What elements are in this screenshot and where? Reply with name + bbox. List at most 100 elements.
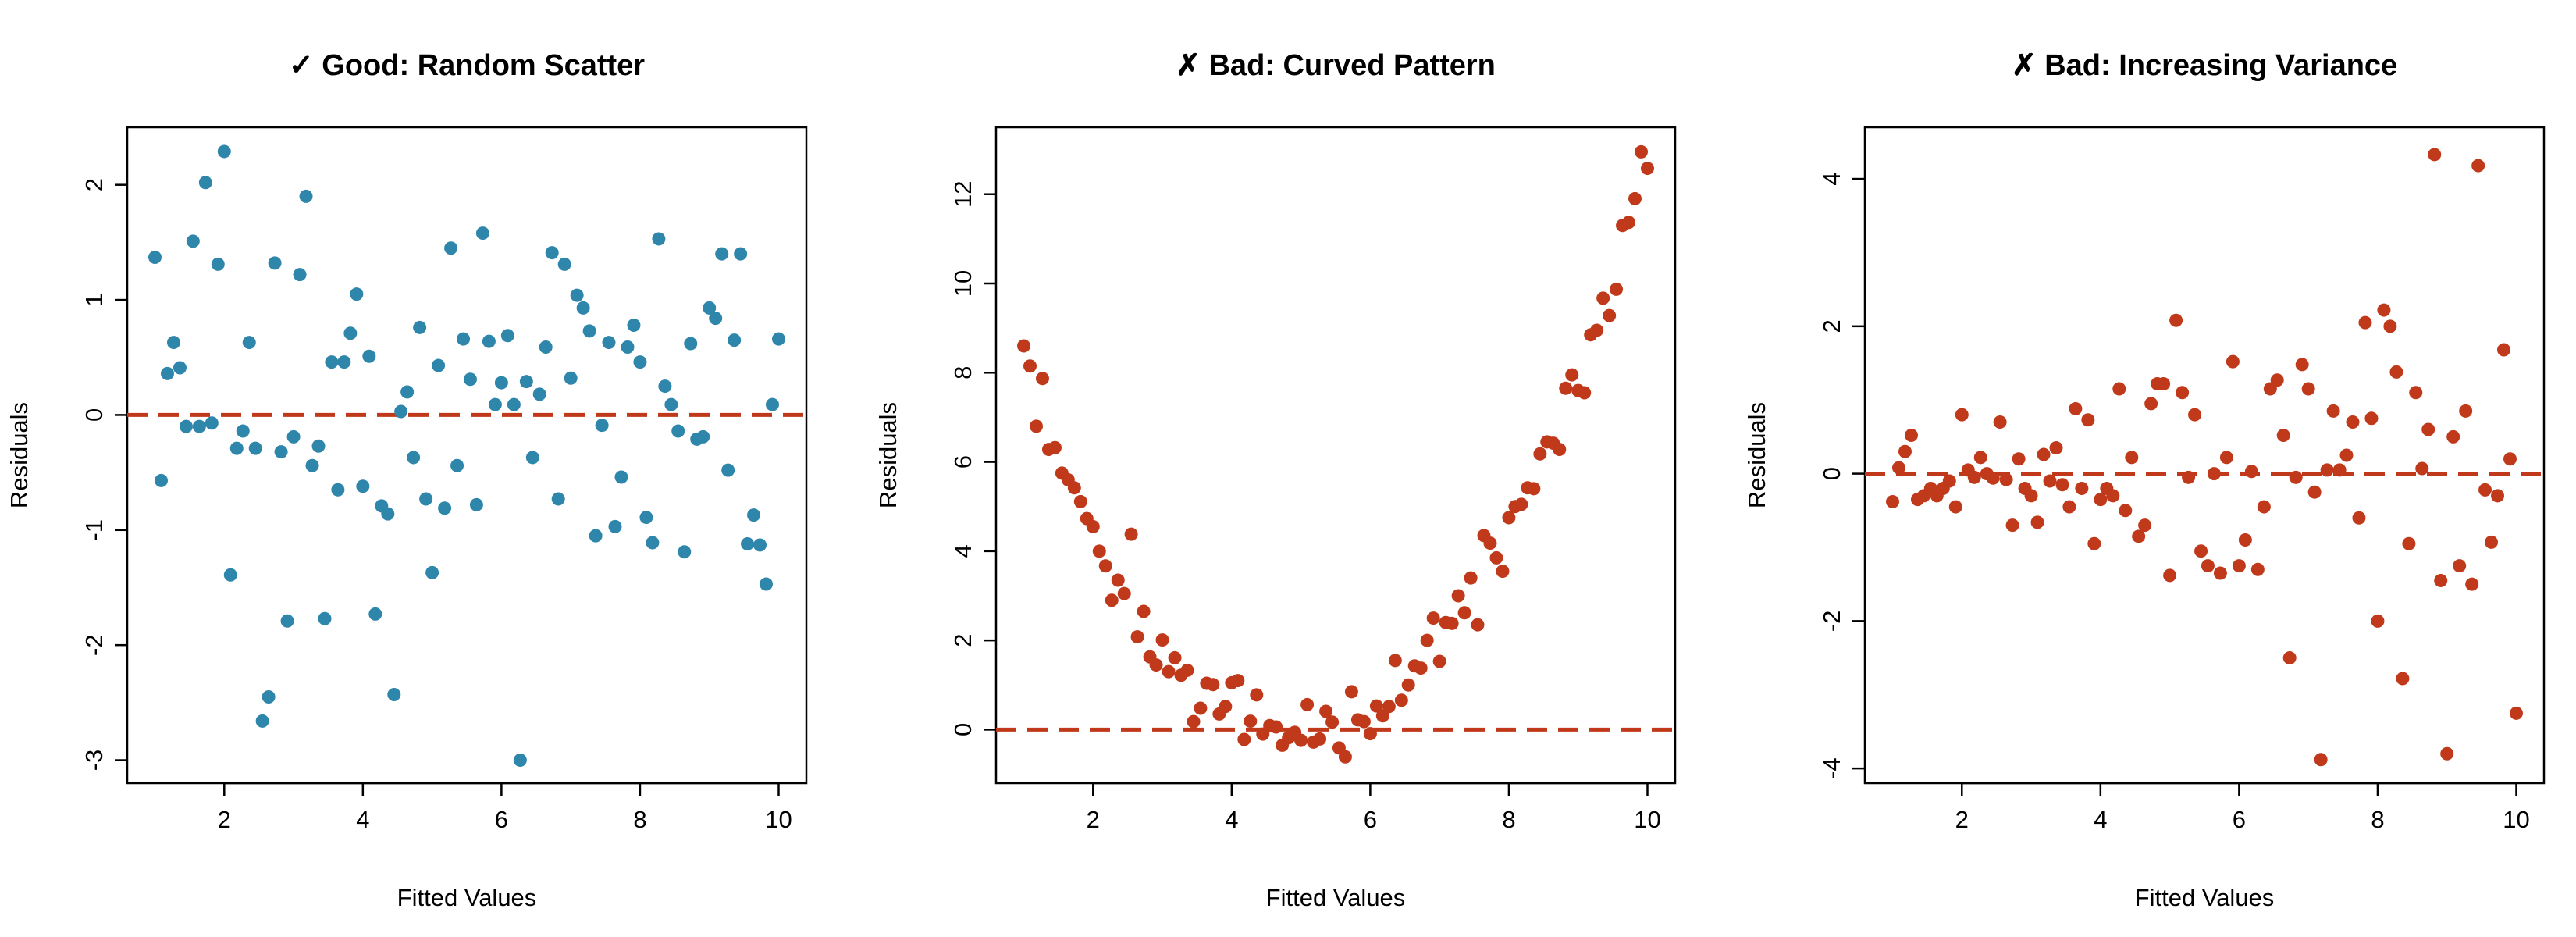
data-point — [513, 754, 527, 768]
data-point — [2106, 489, 2120, 503]
data-point — [482, 334, 496, 348]
data-point — [1483, 536, 1497, 550]
y-tick-label: 10 — [949, 270, 977, 297]
data-point — [709, 312, 723, 326]
data-point — [2428, 148, 2442, 162]
data-point — [582, 324, 596, 338]
y-tick-label: 2 — [1818, 319, 1845, 333]
data-point — [1219, 700, 1233, 714]
data-point — [507, 397, 521, 411]
data-point — [2383, 319, 2397, 333]
data-points — [1017, 144, 1654, 764]
x-axis-ticks: 2 4 6 8 10 — [218, 782, 792, 833]
data-point — [741, 536, 755, 550]
data-point — [564, 371, 578, 385]
data-point — [2503, 452, 2517, 466]
data-point — [229, 441, 244, 455]
data-point — [1457, 606, 1471, 620]
x-axis-ticks: 2 4 6 8 10 — [1955, 782, 2530, 833]
data-point — [311, 439, 326, 453]
data-point — [1553, 443, 1567, 457]
data-point — [1955, 408, 1969, 422]
data-point — [1194, 701, 1208, 715]
data-point — [532, 387, 546, 401]
data-point — [268, 256, 282, 270]
data-point — [475, 226, 489, 240]
data-point — [2176, 386, 2190, 400]
data-point — [696, 429, 710, 444]
data-point — [1344, 685, 1358, 699]
data-point — [1369, 699, 1383, 713]
data-point — [646, 536, 660, 550]
data-point — [1187, 714, 1201, 729]
data-point — [1244, 714, 1258, 729]
data-point — [678, 545, 692, 559]
data-point — [438, 501, 452, 515]
data-point — [2396, 672, 2410, 686]
data-point — [2112, 382, 2126, 396]
data-point — [1999, 472, 2013, 486]
data-point — [2169, 313, 2183, 327]
x-axis-ticks: 2 4 6 8 10 — [1087, 782, 1661, 833]
y-tick-label: 12 — [949, 180, 977, 207]
y-tick-label: -4 — [1818, 757, 1845, 779]
data-point — [734, 247, 748, 261]
data-point — [2182, 470, 2196, 484]
data-point — [1445, 616, 1459, 630]
data-point — [539, 340, 553, 354]
data-point — [1533, 447, 1547, 461]
data-point — [519, 375, 533, 389]
data-point — [721, 463, 735, 477]
data-point — [425, 565, 439, 579]
data-point — [1898, 444, 1912, 458]
y-tick-label: 0 — [80, 408, 108, 422]
x-tick-label: 4 — [1225, 806, 1238, 833]
data-point — [545, 246, 559, 260]
data-point — [2346, 415, 2360, 429]
y-tick-label: -2 — [80, 634, 108, 656]
y-tick-label: 2 — [80, 178, 108, 191]
data-point — [2377, 303, 2391, 317]
data-point — [1029, 419, 1043, 433]
x-tick-label: 10 — [765, 806, 792, 833]
y-tick-label: 4 — [1818, 172, 1845, 185]
data-point — [1527, 482, 1541, 496]
data-point — [450, 458, 464, 472]
data-point — [747, 508, 761, 522]
x-tick-label: 10 — [2503, 806, 2529, 833]
x-tick-label: 4 — [356, 806, 369, 833]
x-axis-label: Fitted Values — [2135, 884, 2275, 911]
data-point — [2232, 559, 2246, 573]
y-axis-label: Residuals — [874, 402, 902, 508]
data-point — [1137, 604, 1151, 618]
data-point — [664, 397, 678, 411]
data-point — [715, 247, 729, 261]
data-point — [2440, 746, 2454, 761]
data-point — [1086, 519, 1100, 533]
data-point — [608, 519, 622, 533]
y-tick-label: 0 — [1818, 467, 1845, 480]
data-point — [325, 355, 339, 369]
data-point — [1489, 550, 1503, 565]
data-point — [1357, 714, 1371, 729]
data-point — [337, 355, 351, 369]
data-point — [703, 301, 717, 315]
x-tick-label: 4 — [2094, 806, 2107, 833]
data-point — [419, 492, 433, 506]
data-point — [381, 507, 395, 521]
y-axis-ticks: -4 -2 0 2 4 — [1818, 172, 1865, 779]
x-tick-label: 6 — [1364, 806, 1377, 833]
data-points — [148, 144, 785, 768]
data-point — [551, 492, 565, 506]
x-tick-label: 10 — [1634, 806, 1660, 833]
data-point — [2094, 493, 2108, 507]
data-point — [2226, 354, 2240, 369]
data-point — [627, 318, 641, 332]
data-point — [621, 340, 635, 354]
plot-frame — [994, 126, 1677, 785]
data-point — [457, 332, 471, 346]
data-point — [444, 241, 458, 255]
data-point — [1967, 470, 1981, 484]
y-tick-label: 0 — [949, 723, 977, 736]
